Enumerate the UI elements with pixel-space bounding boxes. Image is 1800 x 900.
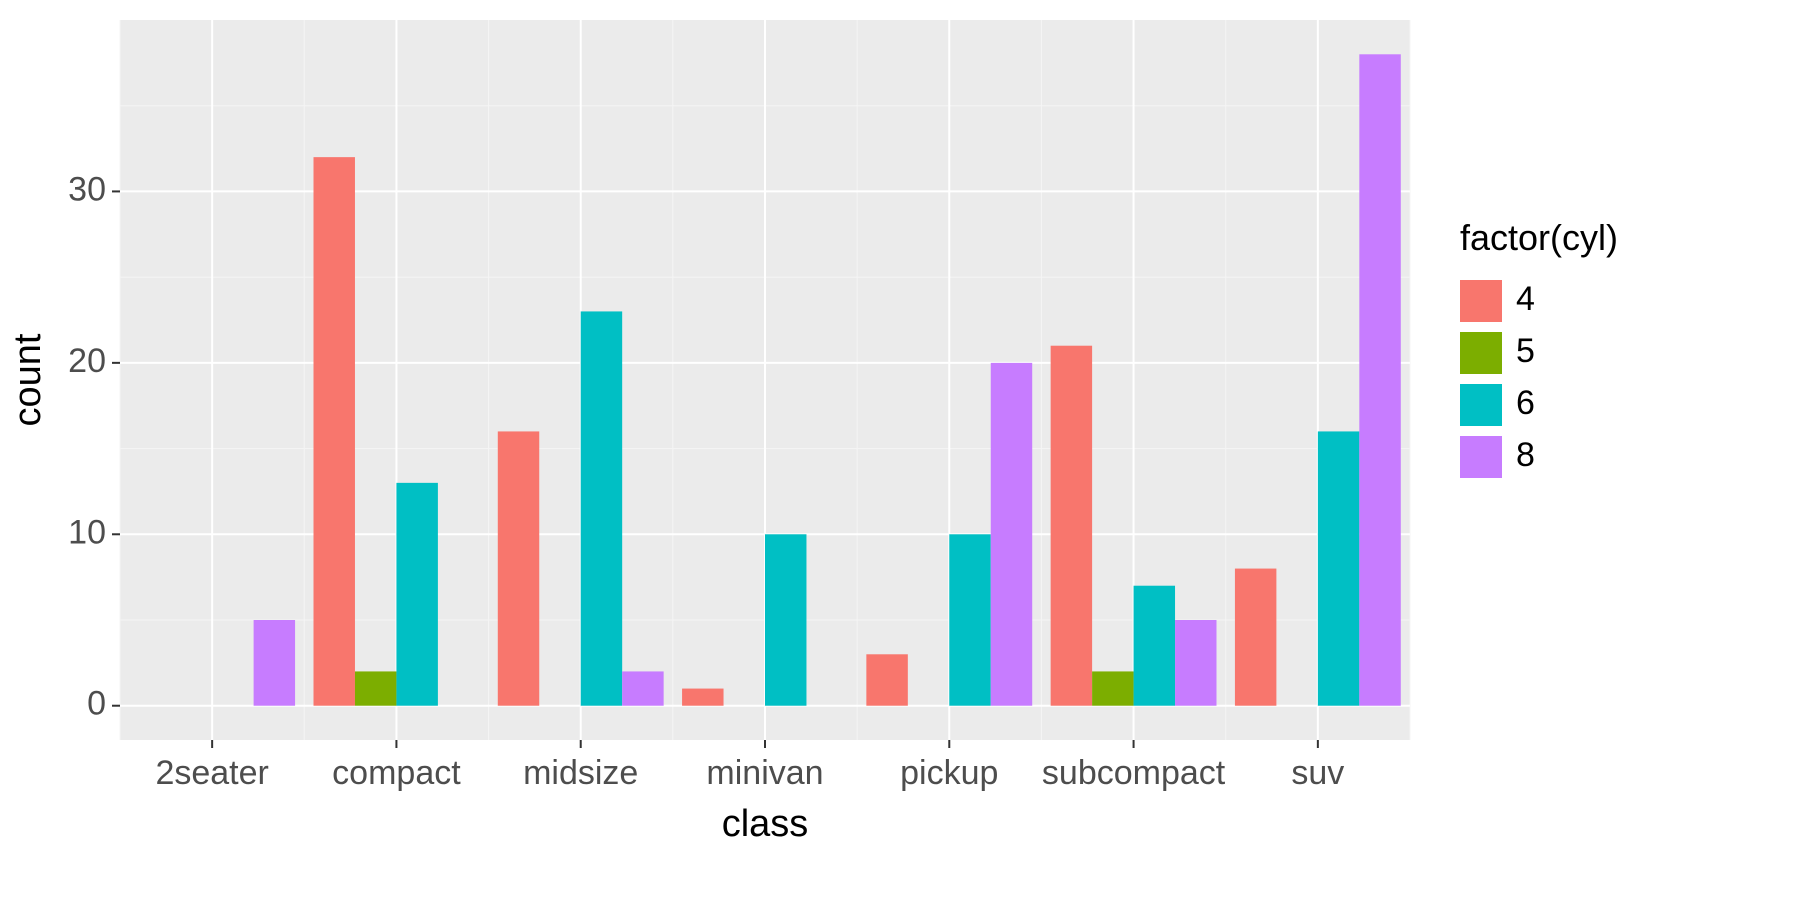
y-tick-label: 30 [68, 170, 106, 208]
bar [314, 157, 355, 706]
bar [498, 431, 539, 705]
bar [1092, 671, 1133, 705]
bar [1235, 569, 1276, 706]
bar [396, 483, 437, 706]
bar [682, 689, 723, 706]
y-tick-label: 0 [87, 685, 106, 723]
y-axis-title: count [7, 333, 49, 426]
legend-label: 6 [1516, 384, 1535, 422]
bar [1359, 54, 1400, 705]
bar [765, 534, 806, 705]
x-tick-label: subcompact [1042, 754, 1226, 792]
chart-container: 0 10 20 30 2seater compact midsize minivan picku… [0, 0, 1800, 900]
bar [1175, 620, 1216, 706]
x-tick-label: compact [332, 754, 461, 792]
y-tick-label: 10 [68, 513, 106, 551]
chart-svg: 0 10 20 30 2seater compact midsize minivan picku… [0, 0, 1800, 900]
x-tick-label: midsize [523, 754, 638, 792]
bar [622, 671, 663, 705]
legend-label: 8 [1516, 436, 1535, 474]
bar [866, 654, 907, 705]
x-tick-label: pickup [900, 754, 998, 792]
bar [581, 311, 622, 705]
x-tick-label: suv [1291, 754, 1344, 792]
bar [991, 363, 1032, 706]
bar [355, 671, 396, 705]
legend-key [1460, 332, 1502, 374]
y-tick-label: 20 [68, 342, 106, 380]
x-axis-title: class [722, 803, 809, 845]
x-tick-label: 2seater [155, 754, 268, 792]
bar [254, 620, 295, 706]
legend-key [1460, 384, 1502, 426]
bar [1318, 431, 1359, 705]
legend-key [1460, 280, 1502, 322]
bar [1134, 586, 1175, 706]
legend-title: factor(cyl) [1460, 217, 1618, 258]
legend-label: 4 [1516, 280, 1535, 318]
bar [1051, 346, 1092, 706]
legend-key [1460, 436, 1502, 478]
x-tick-label: minivan [706, 754, 823, 792]
legend-label: 5 [1516, 332, 1535, 370]
bar [949, 534, 990, 705]
